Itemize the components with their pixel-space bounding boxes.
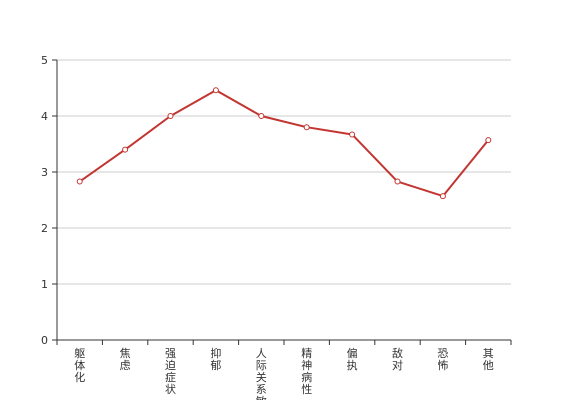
data-point-0 bbox=[76, 178, 83, 185]
x-tick-label-6: 偏执 bbox=[347, 346, 358, 372]
data-point-6 bbox=[349, 131, 356, 138]
x-tick-label-8: 恐怖 bbox=[437, 347, 448, 372]
x-tick-label-7: 敌对 bbox=[392, 346, 403, 372]
data-point-4 bbox=[258, 113, 265, 119]
data-points bbox=[76, 87, 492, 200]
x-tick-label-4: 人际关系敏感 bbox=[256, 347, 267, 400]
gridlines bbox=[57, 59, 511, 285]
x-tick-label-9: 其他 bbox=[483, 347, 494, 372]
x-tick-label-1: 焦虑 bbox=[120, 347, 131, 372]
x-tick-labels: 躯体化 焦虑 强迫症状 抑郁 人际关系敏感 精神病性 偏执 敌对 恐怖 其他 bbox=[74, 346, 494, 400]
data-point-9 bbox=[485, 137, 492, 144]
y-tick-label-4: 4 bbox=[41, 110, 48, 123]
data-point-8 bbox=[439, 193, 446, 200]
y-tick-label-2: 2 bbox=[41, 222, 48, 235]
y-tick-label-0: 0 bbox=[41, 334, 48, 347]
y-tick-labels: 0 1 2 3 4 5 bbox=[41, 54, 48, 347]
x-tick-label-0: 躯体化 bbox=[74, 347, 85, 384]
data-point-2 bbox=[167, 113, 174, 119]
x-tick-label-2: 强迫症状 bbox=[165, 347, 176, 396]
x-tick-label-3: 抑郁 bbox=[210, 346, 221, 372]
y-tick-label-3: 3 bbox=[41, 166, 48, 179]
data-point-5 bbox=[303, 124, 310, 131]
y-tick-label-5: 5 bbox=[41, 54, 48, 67]
data-point-3 bbox=[212, 87, 219, 94]
series-line bbox=[79, 89, 490, 198]
axes bbox=[52, 59, 512, 345]
series-line-path bbox=[79, 89, 490, 198]
data-point-7 bbox=[394, 178, 401, 185]
x-tick-label-5: 精神病性 bbox=[301, 347, 312, 396]
data-point-1 bbox=[122, 146, 129, 153]
y-tick-label-1: 1 bbox=[41, 278, 48, 291]
